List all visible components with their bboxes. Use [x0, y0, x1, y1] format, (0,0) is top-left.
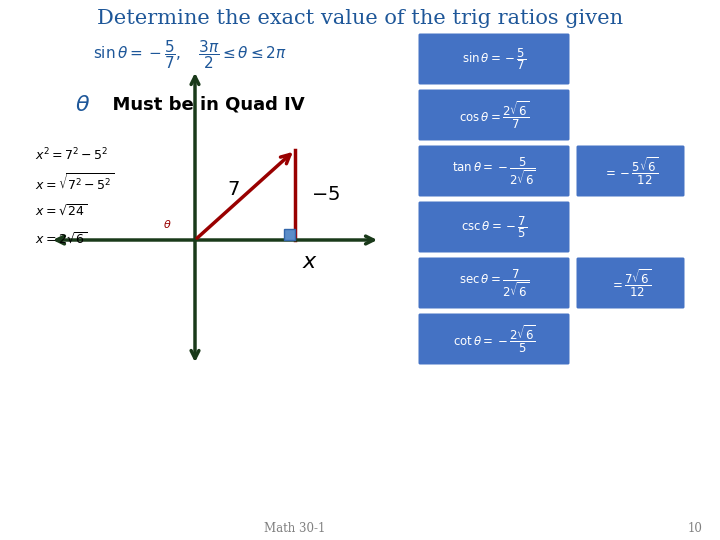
Text: $\sin\theta = -\dfrac{5}{7}$: $\sin\theta = -\dfrac{5}{7}$ [462, 46, 526, 72]
FancyBboxPatch shape [418, 314, 570, 364]
Text: $x = \sqrt{24}$: $x = \sqrt{24}$ [35, 204, 87, 219]
FancyBboxPatch shape [418, 145, 570, 197]
Text: 10: 10 [688, 522, 703, 535]
Text: $\theta$: $\theta$ [163, 218, 171, 230]
Text: $\sin\theta = -\dfrac{5}{7}, \quad \dfrac{3\pi}{2} \leq \theta \leq 2\pi$: $\sin\theta = -\dfrac{5}{7}, \quad \dfra… [93, 39, 287, 71]
Text: $x$: $x$ [302, 251, 318, 273]
Text: $\tan\theta = -\dfrac{5}{2\sqrt{6}}$: $\tan\theta = -\dfrac{5}{2\sqrt{6}}$ [452, 156, 536, 187]
Text: $\csc\theta = -\dfrac{7}{5}$: $\csc\theta = -\dfrac{7}{5}$ [461, 214, 527, 240]
FancyBboxPatch shape [418, 258, 570, 308]
Text: Determine the exact value of the trig ratios given: Determine the exact value of the trig ra… [97, 9, 623, 28]
FancyBboxPatch shape [577, 145, 685, 197]
Text: Math 30-1: Math 30-1 [264, 522, 325, 535]
FancyBboxPatch shape [418, 33, 570, 84]
Text: $= -\dfrac{5\sqrt{6}}{12}$: $= -\dfrac{5\sqrt{6}}{12}$ [603, 156, 658, 187]
Text: $\theta$: $\theta$ [75, 94, 90, 116]
Text: $\sec\theta = \dfrac{7}{2\sqrt{6}}$: $\sec\theta = \dfrac{7}{2\sqrt{6}}$ [459, 267, 529, 299]
Text: $\cot\theta = -\dfrac{2\sqrt{6}}{5}$: $\cot\theta = -\dfrac{2\sqrt{6}}{5}$ [452, 323, 536, 355]
Text: $= \dfrac{7\sqrt{6}}{12}$: $= \dfrac{7\sqrt{6}}{12}$ [610, 267, 651, 299]
FancyBboxPatch shape [418, 90, 570, 140]
Bar [284, 229, 295, 240]
Text: $x = \sqrt{7^2 - 5^2}$: $x = \sqrt{7^2 - 5^2}$ [35, 172, 114, 194]
Text: $\cos\theta = \dfrac{2\sqrt{6}}{7}$: $\cos\theta = \dfrac{2\sqrt{6}}{7}$ [459, 99, 529, 131]
Text: $7$: $7$ [227, 181, 239, 199]
FancyBboxPatch shape [418, 201, 570, 253]
Text: Must be in Quad IV: Must be in Quad IV [100, 96, 305, 114]
Text: $x^2 = 7^2 - 5^2$: $x^2 = 7^2 - 5^2$ [35, 147, 109, 163]
FancyBboxPatch shape [577, 258, 685, 308]
Text: $x = 2\sqrt{6}$: $x = 2\sqrt{6}$ [35, 232, 87, 247]
Text: $-5$: $-5$ [311, 186, 340, 204]
